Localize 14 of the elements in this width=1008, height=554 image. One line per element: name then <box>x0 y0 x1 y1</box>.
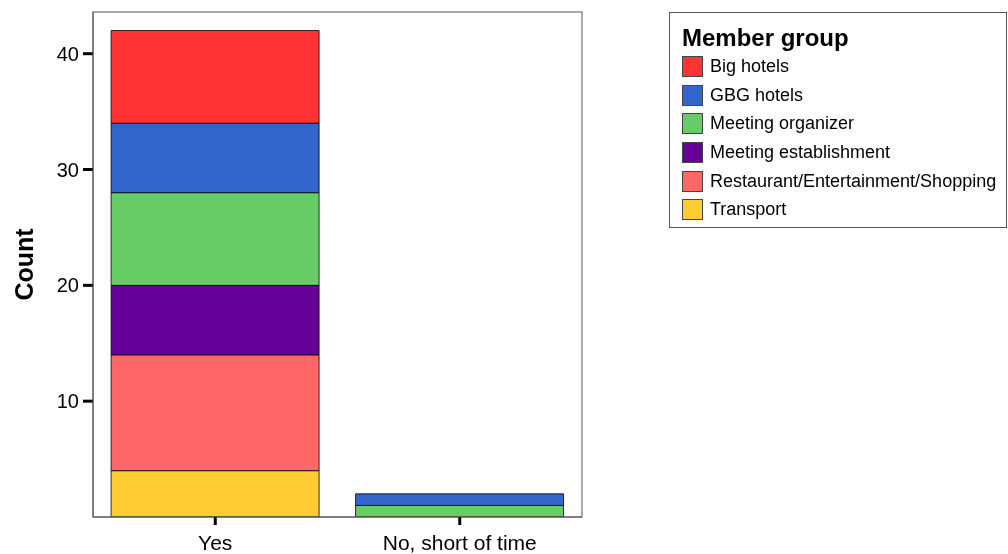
legend-label: GBG hotels <box>710 84 804 106</box>
y-tick-label: 10 <box>56 390 79 413</box>
legend-label: Meeting establishment <box>710 141 891 163</box>
legend-label: Restaurant/Entertainment/Shopping <box>710 170 997 192</box>
legend-label: Transport <box>710 199 787 221</box>
y-axis-title: Count <box>10 227 38 301</box>
legend-label: Big hotels <box>710 55 790 77</box>
y-tick-label: 40 <box>56 42 79 65</box>
y-tick-label: 30 <box>56 158 79 181</box>
legend-title: Member group <box>682 24 850 52</box>
x-tick-label: Yes <box>198 530 233 554</box>
legend-label: Meeting organizer <box>710 113 855 135</box>
x-tick-label: No, short of time <box>382 530 537 554</box>
y-tick-label: 20 <box>56 274 79 297</box>
